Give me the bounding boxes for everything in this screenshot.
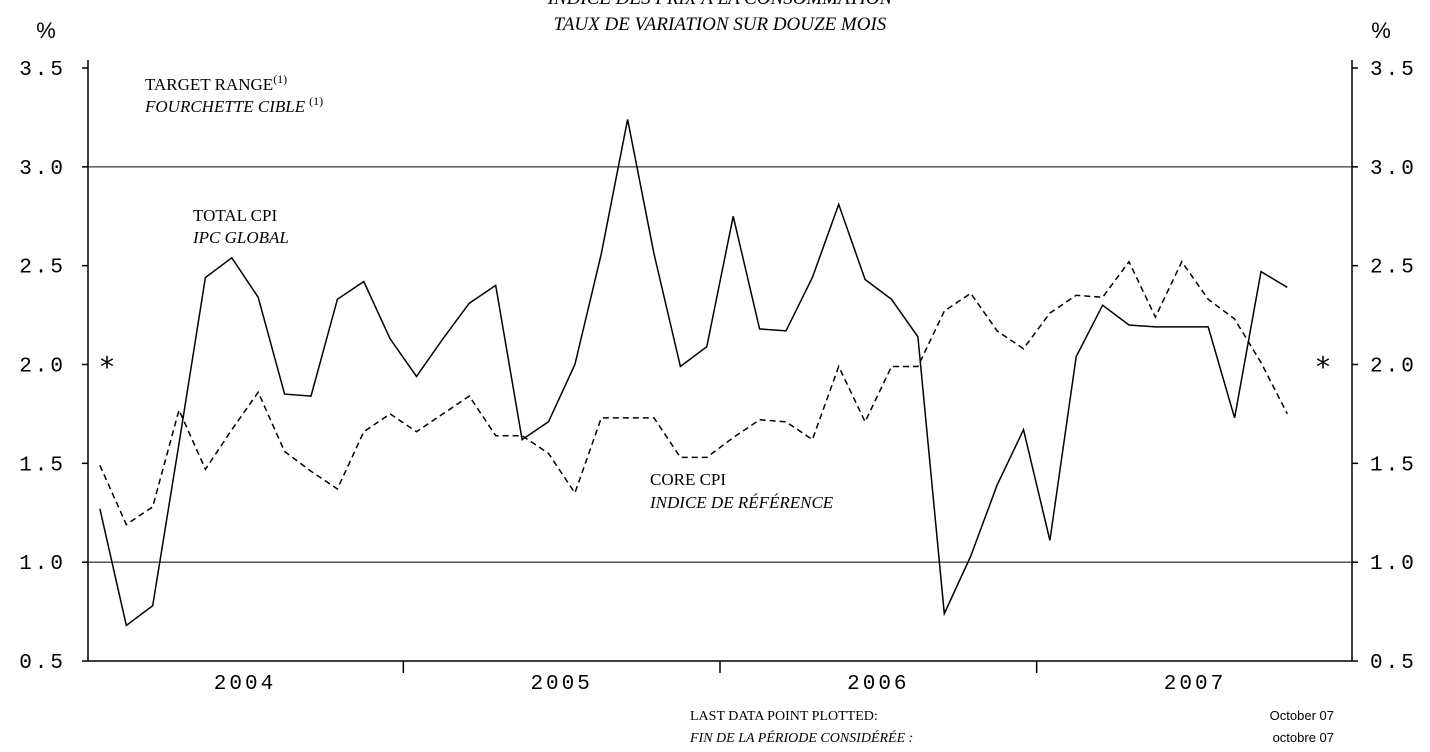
y2-tick-label: 1.5: [1370, 454, 1417, 477]
series-label-fr: INDICE DE RÉFÉRENCE: [649, 493, 834, 512]
x-tick-label: 2005: [530, 673, 592, 696]
y2-tick-label: 1.0: [1370, 553, 1417, 576]
series-label-fr: IPC GLOBAL: [192, 228, 289, 247]
midpoint-marker: *: [100, 351, 114, 384]
target-label-fr: FOURCHETTE CIBLE (1): [144, 94, 323, 116]
footer-label: LAST DATA POINT PLOTTED:: [690, 709, 878, 724]
chart-title: INDICE DES PRIX À LA CONSOMMATION: [547, 0, 894, 9]
y-tick-label: 2.5: [19, 257, 66, 280]
x-tick-label: 2006: [847, 673, 909, 696]
x-tick-label: 2004: [214, 673, 276, 696]
y2-tick-label: 3.0: [1370, 158, 1417, 181]
chart-subtitle: TAUX DE VARIATION SUR DOUZE MOIS: [554, 14, 887, 35]
y-tick-label: 1.5: [19, 454, 66, 477]
y-tick-label: 0.5: [19, 652, 66, 675]
series-line: [99, 260, 1288, 526]
y-unit: %: [36, 18, 56, 43]
series-label: CORE CPI: [650, 470, 726, 489]
x-tick-label: 2007: [1164, 673, 1226, 696]
series-label: TOTAL CPI: [193, 206, 277, 225]
series-line: [99, 119, 1288, 627]
y2-tick-label: 3.5: [1370, 59, 1417, 82]
y-tick-label: 1.0: [19, 553, 66, 576]
y-tick-label: 3.0: [19, 158, 66, 181]
footer-date-fr: octobre 07: [1273, 730, 1334, 745]
target-label: TARGET RANGE(1): [145, 72, 287, 94]
y-tick-label: 2.0: [19, 356, 66, 379]
footer-label-fr: FIN DE LA PÉRIODE CONSIDÉRÉE :: [689, 729, 913, 746]
y-tick-label: 3.5: [19, 59, 66, 82]
y2-tick-label: 2.5: [1370, 257, 1417, 280]
y2-tick-label: 0.5: [1370, 652, 1417, 675]
footer-date: October 07: [1270, 708, 1334, 723]
y2-unit: %: [1371, 18, 1391, 43]
y2-tick-label: 2.0: [1370, 356, 1417, 379]
midpoint-marker: *: [1316, 351, 1330, 384]
